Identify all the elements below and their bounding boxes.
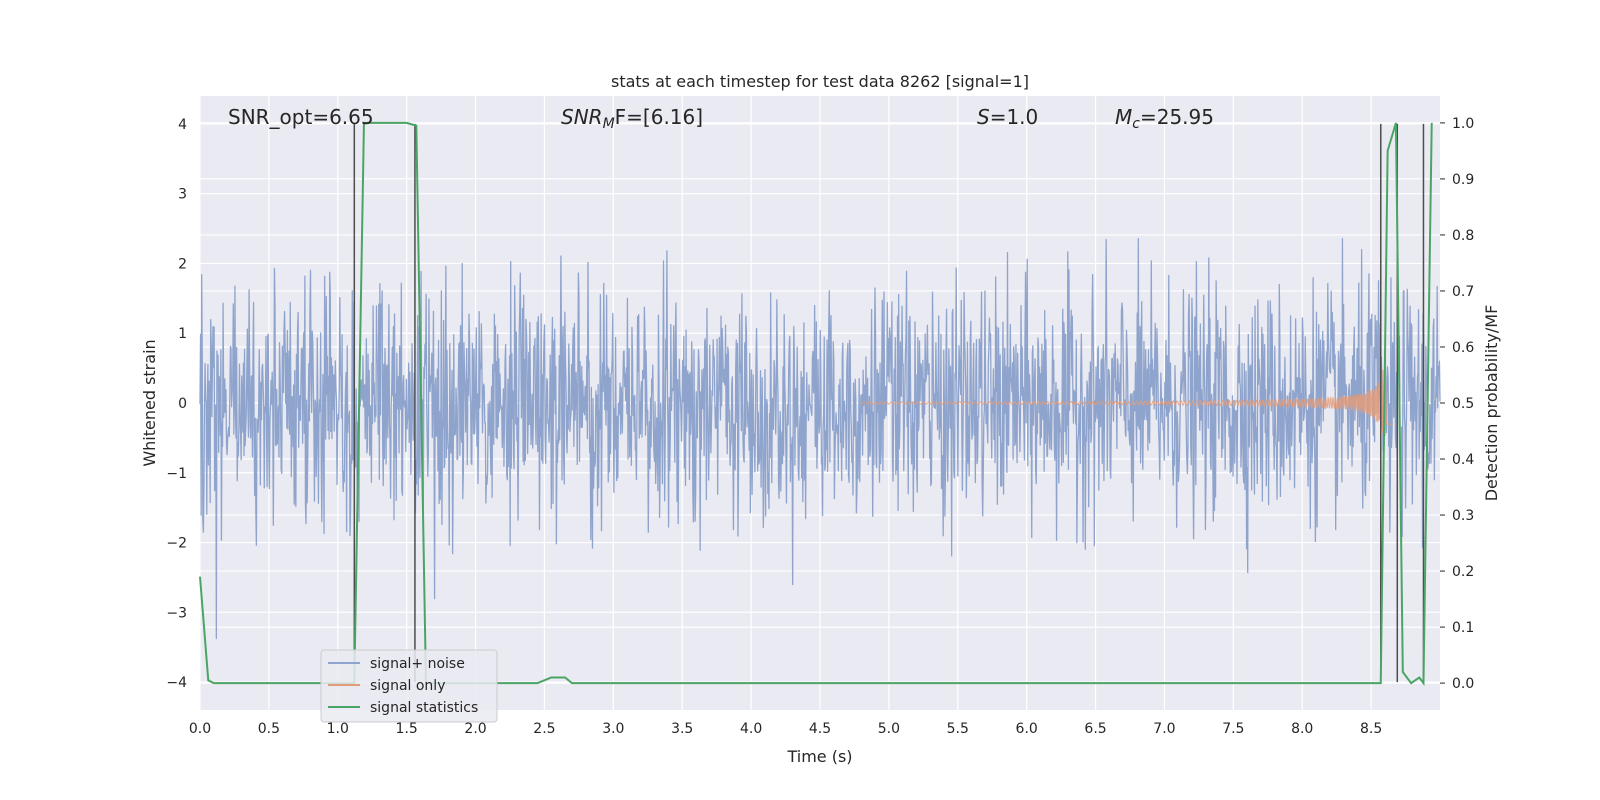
annotation-s: S=1.0 [977,105,1038,129]
legend-box [320,649,498,723]
x-tick-label: 7.5 [1222,721,1244,737]
y-axis-ticks-left: 4 3 2 1 0 −1 −2 −3 −4 [166,117,187,691]
signal-statistics-series [199,121,1433,687]
y-right-tick-label: 0.3 [1452,508,1474,524]
x-tick-label: 0.5 [258,721,280,737]
y-tick-label: 3 [178,187,187,203]
x-tick-label: 8.5 [1360,721,1382,737]
annotation-snr-opt: SNR_opt=6.65 [228,105,374,129]
x-tick-label: 6.5 [1084,721,1106,737]
x-tick-label: 3.5 [671,721,693,737]
vertical-marker-lines [353,123,1425,683]
y-tick-label: 1 [178,326,187,342]
signal-only-series [861,369,1394,436]
x-tick-label: 2.5 [533,721,555,737]
annotation-snr-mf-main: SNR [561,105,603,129]
annotation-snr-mf-rest: F=[6.16] [615,105,703,129]
y-tick-label: −3 [166,605,187,621]
y-right-tick-label: 0.0 [1452,676,1474,692]
x-tick-label: 0.0 [189,721,211,737]
annotation-s-main: S [977,105,990,129]
signal-noise-line [199,237,1441,640]
x-tick-label: 1.5 [396,721,418,737]
y-axis-label-left: Whitened strain [140,339,159,466]
x-tick-label: 4.0 [740,721,762,737]
x-axis-label: Time (s) [786,747,852,766]
signal-only-line [861,369,1394,436]
y-axis-ticks-right: 1.0 0.9 0.8 0.7 0.6 0.5 0.4 0.3 0.2 0.1 0.0 [1440,116,1474,692]
x-tick-label: 7.0 [1153,721,1175,737]
y-right-tick-label: 0.5 [1452,396,1474,412]
y-tick-label: −2 [166,536,187,552]
y-right-tick-label: 0.2 [1452,564,1474,580]
annotation-mc-sub: c [1132,116,1140,132]
chart-title: stats at each timestep for test data 826… [611,72,1029,91]
signal-noise-series [199,237,1441,640]
x-tick-label: 6.0 [1016,721,1038,737]
legend-label-signal-only: signal only [370,678,445,694]
annotation-snr-mf: SNRMF=[6.16] [561,105,703,132]
x-axis-ticks: 0.0 0.5 1.0 1.5 2.0 2.5 3.0 3.5 4.0 4.5 5.0 5.5 6.0 6… [189,721,1382,737]
legend-label-signal-noise: signal+ noise [370,656,465,672]
annotation-mc-rest: =25.95 [1140,105,1214,129]
annotation-mc: Mc=25.95 [1115,105,1214,132]
x-tick-label: 5.0 [878,721,900,737]
x-tick-label: 2.0 [464,721,486,737]
x-tick-label: 4.5 [809,721,831,737]
x-tick-label: 5.5 [947,721,969,737]
annotation-s-rest: =1.0 [990,105,1039,129]
x-tick-label: 3.0 [602,721,624,737]
legend-label-signal-statistics: signal statistics [370,700,478,716]
y-right-tick-label: 0.9 [1452,172,1474,188]
signal-statistics-line [199,121,1433,687]
y-tick-label: −1 [166,466,187,482]
y-tick-label: −4 [166,675,187,691]
y-right-tick-label: 0.1 [1452,620,1474,636]
y-right-tick-label: 0.6 [1452,340,1474,356]
annotation-snr-mf-sub: M [603,116,615,132]
x-tick-label: 8.0 [1291,721,1313,737]
y-right-tick-label: 0.7 [1452,284,1474,300]
y-right-tick-label: 1.0 [1452,116,1474,132]
y-right-tick-label: 0.8 [1452,228,1474,244]
y-tick-label: 0 [178,396,187,412]
x-tick-label: 1.0 [327,721,349,737]
legend: signal+ noise signal only signal statist… [320,649,498,723]
y-axis-label-right: Detection probability/MF [1482,305,1501,502]
annotation-mc-main: M [1115,105,1132,129]
y-right-tick-label: 0.4 [1452,452,1474,468]
y-tick-label: 4 [178,117,187,133]
y-tick-label: 2 [178,256,187,272]
